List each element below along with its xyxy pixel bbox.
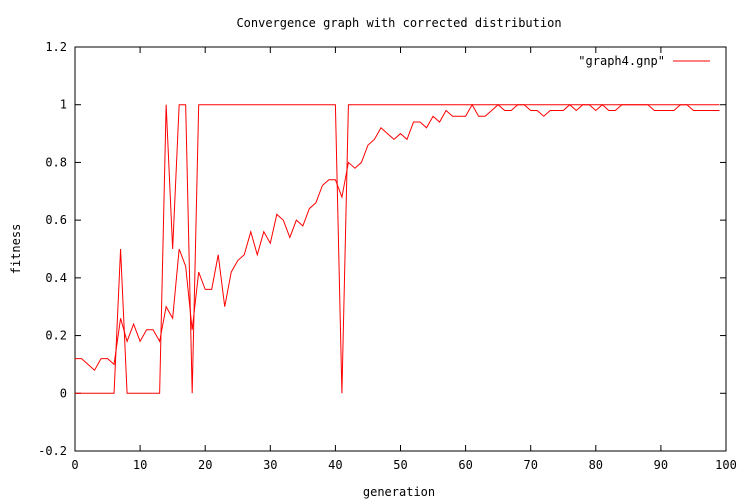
y-tick-label: 0.8 <box>45 155 67 169</box>
legend: "graph4.gnp" <box>578 54 710 68</box>
x-tick-label: 20 <box>198 458 212 472</box>
series-line-2 <box>75 104 720 394</box>
x-tick-label: 10 <box>133 458 147 472</box>
x-tick-label: 90 <box>654 458 668 472</box>
x-axis-label: generation <box>363 485 435 499</box>
series-line-1 <box>75 103 720 371</box>
x-tick-label: 60 <box>458 458 472 472</box>
y-tick-label: -0.2 <box>38 444 67 458</box>
legend-entry-label: "graph4.gnp" <box>578 54 665 68</box>
chart-title: Convergence graph with corrected distrib… <box>236 16 561 30</box>
x-axis-ticks: 0 10 20 30 40 50 60 70 80 90 100 <box>71 47 737 472</box>
y-tick-label: 0.2 <box>45 329 67 343</box>
x-tick-label: 80 <box>589 458 603 472</box>
x-tick-label: 100 <box>715 458 737 472</box>
x-tick-label: 0 <box>71 458 78 472</box>
y-tick-label: 1 <box>60 98 67 112</box>
x-tick-label: 70 <box>523 458 537 472</box>
x-tick-label: 30 <box>263 458 277 472</box>
x-tick-label: 50 <box>393 458 407 472</box>
y-axis-ticks: -0.2 0 0.2 0.4 0.6 0.8 1 1.2 <box>38 40 726 458</box>
series-layer <box>75 103 720 394</box>
y-tick-label: 1.2 <box>45 40 67 54</box>
y-axis-label: fitness <box>9 224 23 275</box>
y-tick-label: 0 <box>60 386 67 400</box>
y-tick-label: 0.4 <box>45 271 67 285</box>
y-tick-label: 0.6 <box>45 213 67 227</box>
x-tick-label: 40 <box>328 458 342 472</box>
